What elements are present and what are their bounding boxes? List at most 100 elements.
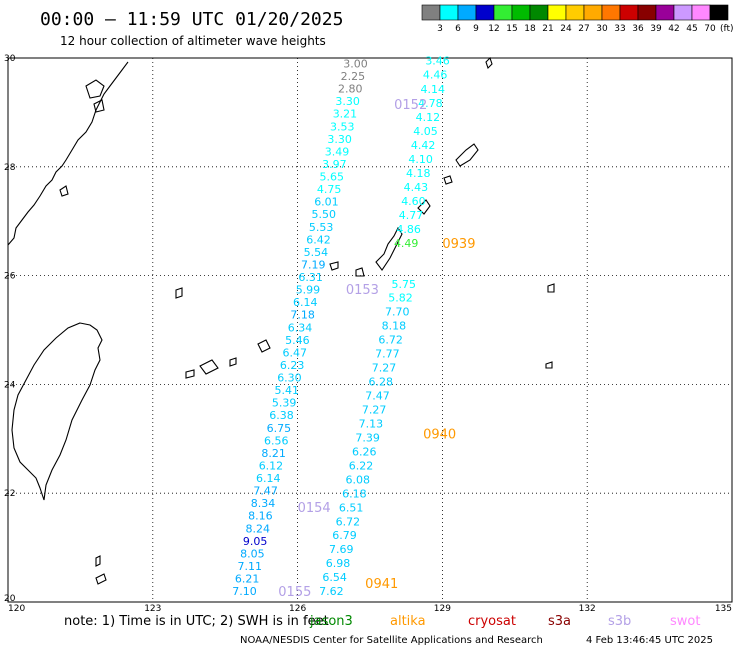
colorbar-label: 45	[686, 24, 697, 34]
latitude-tick-labels: 30 28 26 24 22 20	[4, 54, 16, 604]
wave-height-colorbar: 3 6 9 12 15 18 21 24 27 30 33 36 39 42 45 70 (ft)	[421, 4, 734, 34]
lon-tick-label: 126	[289, 604, 306, 614]
satellite-legend: jason3 altika cryosat s3a s3b swot	[309, 614, 700, 629]
wave-height-value: 6.08	[345, 473, 370, 486]
colorbar-label: 70	[704, 24, 716, 34]
colorbar-label: 27	[578, 24, 589, 34]
wave-height-value: 6.98	[326, 557, 351, 570]
footer-note: note: 1) Time is in UTC; 2) SWH is in fe…	[64, 614, 329, 629]
wave-height-value: 9.05	[243, 535, 268, 548]
wave-height-value: 5.53	[309, 221, 334, 234]
colorbar-swatch	[511, 4, 531, 21]
orbit-number-label: 0940	[423, 427, 456, 442]
wave-height-value: 6.72	[336, 515, 361, 528]
colorbar-label: 24	[560, 24, 572, 34]
wave-height-value: 5.75	[392, 278, 417, 291]
ryukyu-island-tanegashima	[455, 143, 479, 167]
colorbar-label: 30	[596, 24, 608, 34]
colorbar-swatch	[601, 4, 621, 21]
colorbar-label: 39	[650, 24, 662, 34]
colorbar-label: 33	[614, 24, 625, 34]
wave-height-value: 4.78	[418, 97, 443, 110]
colorbar-swatch	[565, 4, 585, 21]
colorbar-label: 36	[632, 24, 644, 34]
orbit-number-label: 0941	[365, 577, 398, 592]
lon-tick-label: 120	[8, 604, 25, 614]
island-south-a	[95, 555, 101, 567]
lon-tick-label: 129	[434, 604, 451, 614]
coastal-island-2	[93, 99, 105, 113]
map-area: 3.002.252.803.303.213.533.303.493.975.65…	[7, 55, 733, 603]
wave-height-value: 4.14	[420, 83, 445, 96]
orbit-labels: 0152 0153 0154 0155 0939 0940 0941	[278, 98, 475, 600]
wave-height-value: 5.99	[296, 284, 321, 297]
wave-height-value: 3.30	[327, 133, 352, 146]
wave-height-value: 5.41	[275, 384, 300, 397]
wave-height-value: 6.31	[298, 271, 323, 284]
colorbar-label: 9	[473, 24, 479, 34]
wave-height-value: 6.72	[378, 334, 403, 347]
wave-height-value: 6.42	[306, 233, 331, 246]
taiwan-coastline	[11, 322, 103, 501]
colorbar-swatch	[475, 4, 495, 21]
wave-height-value: 7.18	[290, 309, 315, 322]
longitude-tick-labels: 120 123 126 129 132 135	[8, 604, 732, 614]
orbit-number-label: 0939	[442, 237, 475, 252]
wave-height-value: 6.18	[342, 487, 367, 500]
coastal-island-3	[59, 185, 69, 197]
wave-height-value: 6.28	[369, 376, 394, 389]
satellite-legend-item: s3a	[548, 614, 571, 629]
ryukyu-island-amami	[417, 199, 431, 215]
wave-height-value: 6.14	[256, 472, 281, 485]
colorbar-label: 18	[524, 24, 536, 34]
wave-height-value: 6.21	[235, 573, 260, 586]
wave-height-value: 6.79	[332, 529, 357, 542]
page-subtitle: 12 hour collection of altimeter wave hei…	[60, 34, 326, 48]
wave-height-value: 4.10	[408, 153, 433, 166]
colorbar-swatch	[457, 4, 477, 21]
wave-height-value: 6.23	[280, 359, 305, 372]
wave-height-value: 3.97	[322, 158, 347, 171]
lat-tick-label: 28	[4, 163, 16, 173]
wave-height-value: 7.11	[238, 560, 263, 573]
wave-height-value: 7.69	[329, 543, 354, 556]
wave-height-value: 4.86	[396, 223, 421, 236]
wave-height-value: 7.62	[319, 585, 344, 598]
island-northeast-a	[485, 56, 493, 70]
lat-tick-label: 20	[4, 594, 16, 604]
wave-height-value: 4.42	[411, 139, 436, 152]
wave-height-value: 4.43	[404, 181, 429, 194]
footer-credit: NOAA/NESDIS Center for Satellite Applica…	[240, 635, 543, 646]
wave-height-value: 6.14	[293, 296, 318, 309]
colorbar-label: 21	[542, 24, 553, 34]
wave-height-value: 6.51	[339, 501, 364, 514]
wave-height-value: 7.27	[362, 403, 387, 416]
island-south-b	[95, 573, 107, 585]
wave-height-value: 7.19	[301, 258, 326, 271]
wave-height-value: 7.77	[375, 348, 400, 361]
wave-height-value: 5.54	[304, 246, 329, 259]
ryukyu-island-miyako	[257, 339, 271, 353]
wave-height-value: 7.47	[365, 390, 390, 403]
wave-height-value: 7.10	[232, 585, 257, 598]
wave-height-value: 6.75	[267, 422, 292, 435]
wave-height-value: 6.30	[277, 372, 302, 385]
colorbar-swatch	[583, 4, 603, 21]
wave-height-value: 7.27	[372, 362, 397, 375]
lat-tick-label: 24	[4, 380, 16, 390]
wave-height-value: 7.70	[385, 306, 410, 319]
colorbar-label: 6	[455, 24, 461, 34]
map-gridlines	[8, 58, 732, 602]
colorbar-label: 3	[437, 24, 443, 34]
coastline-outlines	[7, 56, 555, 585]
orbit-number-label: 0153	[346, 283, 379, 298]
satellite-legend-item: jason3	[309, 614, 353, 629]
colorbar-swatch	[709, 4, 729, 21]
wave-height-value: 4.75	[317, 183, 342, 196]
colorbar-swatch	[421, 4, 441, 21]
orbit-number-label: 0152	[394, 98, 427, 113]
wave-height-value: 2.25	[341, 70, 366, 83]
colorbar-swatch	[493, 4, 513, 21]
wave-height-value: 5.82	[388, 292, 413, 305]
lat-tick-label: 22	[4, 489, 15, 499]
